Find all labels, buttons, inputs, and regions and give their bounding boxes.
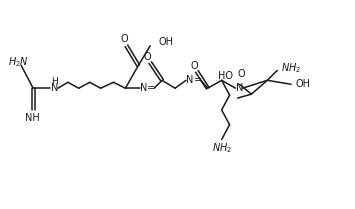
Text: N: N (236, 83, 243, 93)
Text: H: H (51, 77, 58, 86)
Text: $NH_2$: $NH_2$ (212, 141, 232, 155)
Text: =: = (194, 75, 202, 85)
Text: $H_2N$: $H_2N$ (8, 56, 29, 69)
Text: $NH_2$: $NH_2$ (281, 62, 301, 75)
Text: N: N (51, 83, 59, 93)
Text: N: N (186, 75, 193, 85)
Text: O: O (238, 69, 245, 79)
Text: O: O (121, 34, 128, 44)
Text: iNH: iNH (32, 118, 34, 119)
Text: =: = (147, 83, 155, 93)
Text: OH: OH (158, 37, 173, 47)
Text: O: O (143, 52, 151, 62)
Text: O: O (190, 61, 198, 70)
Text: OH: OH (295, 79, 310, 89)
Text: N: N (140, 83, 147, 93)
Text: HO: HO (218, 71, 233, 81)
Text: NH: NH (25, 113, 39, 123)
